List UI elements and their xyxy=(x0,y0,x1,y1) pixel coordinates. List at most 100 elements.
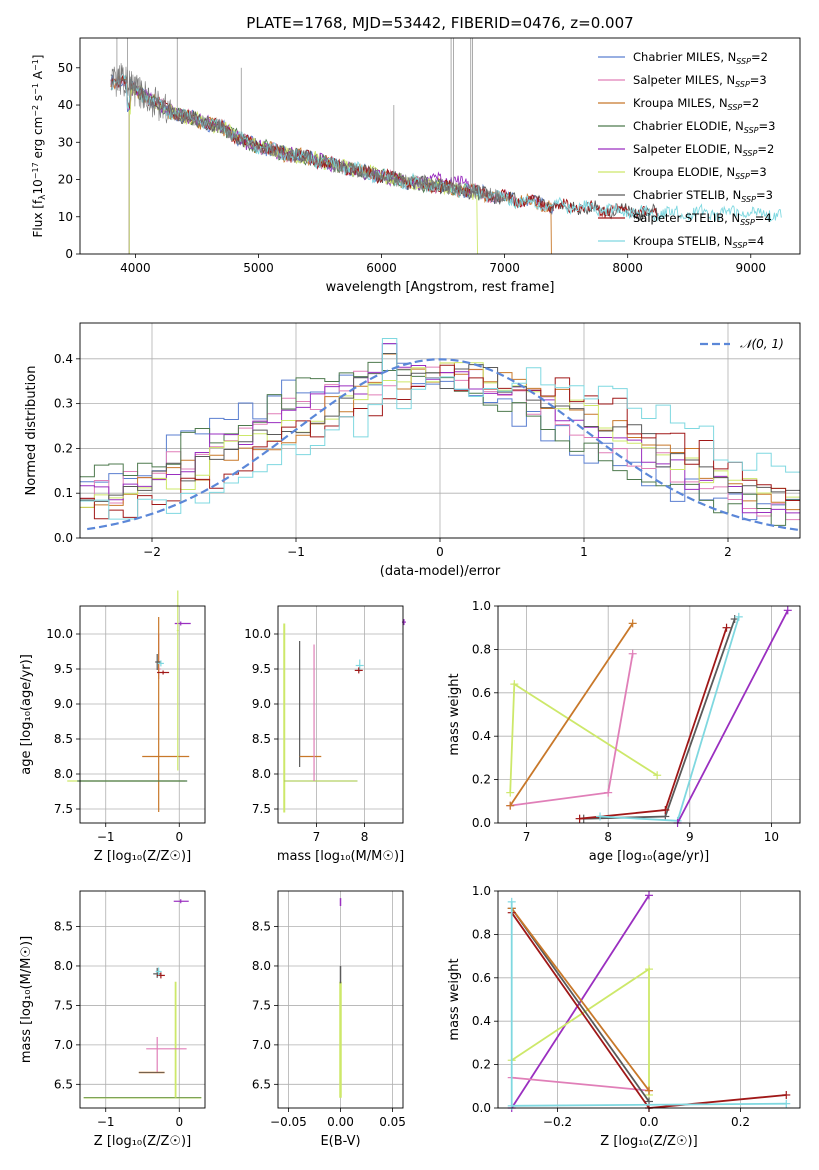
legend: Chabrier MILES, NSSP=2 Salpeter MILES, NS… xyxy=(598,50,775,250)
legend-label: Salpeter MILES, NSSP=3 xyxy=(633,73,767,89)
y-tick-label: 6.5 xyxy=(54,1077,73,1091)
legend-label: Kroupa MILES, NSSP=2 xyxy=(633,96,759,112)
axes-frame xyxy=(79,605,206,824)
y-tick-label: 0.2 xyxy=(472,1058,491,1072)
weight-line xyxy=(511,1076,650,1092)
y-tick-label: 10 xyxy=(58,210,73,224)
x-axis-label: age [log₁₀(age/yr)] xyxy=(589,849,710,864)
spectrum-panel: 4000 5000 6000 7000 8000 9000 0 10 20 30 40 50 wavel… xyxy=(31,37,801,295)
axes-frame xyxy=(277,605,404,824)
x-tick-label: 0 xyxy=(175,830,183,844)
y-tick-label: 0.0 xyxy=(472,816,491,830)
x-tick-label: −1 xyxy=(97,1115,115,1129)
legend-label: Salpeter ELODIE, NSSP=2 xyxy=(633,142,774,158)
plot-area xyxy=(506,606,792,827)
y-tick-label: 9.5 xyxy=(252,662,271,676)
y-tick-label: 40 xyxy=(58,98,73,112)
y-axis-label: Flux [fλ10−17 erg cm−2 s−1 A−1] xyxy=(31,55,48,238)
y-tick-label: 0.1 xyxy=(54,486,73,500)
grid xyxy=(80,606,205,823)
x-tick-label: 7 xyxy=(523,830,531,844)
y-tick-label: 8.0 xyxy=(54,959,73,973)
y-tick-label: 0.4 xyxy=(472,729,491,743)
x-tick-label: 0.00 xyxy=(327,1115,354,1129)
y-tick-label: 1.0 xyxy=(472,599,491,613)
x-tick-label: 7000 xyxy=(489,261,520,275)
y-tick-label: 0.0 xyxy=(54,531,73,545)
mass-vs-ebv-panel: −0.05 0.00 0.05 6.5 7.0 7.5 8.0 8.5 E(B-V) xyxy=(252,890,406,1149)
legend-label: Kroupa STELIB, NSSP=4 xyxy=(633,234,764,250)
y-axis-label: mass weight xyxy=(447,958,462,1040)
y-tick-label: 0.4 xyxy=(54,352,73,366)
grid xyxy=(80,891,205,1108)
y-tick-label: 8.0 xyxy=(54,767,73,781)
y-tick-label: 50 xyxy=(58,61,73,75)
axes-frame xyxy=(79,890,206,1109)
x-tick-label: 0.05 xyxy=(379,1115,406,1129)
y-tick-label: 8.5 xyxy=(252,920,271,934)
weight-line xyxy=(509,682,658,793)
ticks: −1 0 6.5 7.0 7.5 8.0 8.5 xyxy=(54,920,183,1129)
weight-line xyxy=(510,907,650,1092)
legend-label: Salpeter STELIB, NSSP=4 xyxy=(633,211,772,227)
y-tick-label: 0.0 xyxy=(472,1101,491,1115)
x-tick-label: 8 xyxy=(361,830,369,844)
y-tick-label: 9.0 xyxy=(54,697,73,711)
y-axis-label: age [log₁₀(age/yr)] xyxy=(19,654,34,775)
x-tick-label: −0.05 xyxy=(270,1115,307,1129)
model-line xyxy=(128,85,476,254)
age-vs-mass-panel: 7 8 7.5 8.0 8.5 9.0 9.5 10.0 mass [log₁₀(M/M☉)] xyxy=(244,605,406,864)
axes-frame xyxy=(497,890,801,1109)
y-tick-label: 6.5 xyxy=(252,1077,271,1091)
ticks: −1 0 7.5 8.0 8.5 9.0 9.5 10.0 xyxy=(46,627,183,844)
weight-line xyxy=(583,618,736,820)
ticks: −0.05 0.00 0.05 6.5 7.0 7.5 8.0 8.5 xyxy=(252,920,406,1129)
ticks: 7 8 7.5 8.0 8.5 9.0 9.5 10.0 xyxy=(244,627,368,844)
axes-frame xyxy=(277,890,404,1109)
y-tick-label: 0.6 xyxy=(472,686,491,700)
plot-area xyxy=(83,899,202,1099)
y-tick-label: 30 xyxy=(58,135,73,149)
x-axis-label: wavelength [Angstrom, rest frame] xyxy=(326,280,555,295)
y-tick-label: 8.0 xyxy=(252,767,271,781)
residual-histogram xyxy=(80,364,800,520)
x-tick-label: 9 xyxy=(686,830,694,844)
legend-label: 𝒩(0, 1) xyxy=(740,337,784,351)
y-tick-label: 1.0 xyxy=(472,884,491,898)
x-tick-label: 0 xyxy=(175,1115,183,1129)
normal-curve xyxy=(87,358,801,532)
weight-line xyxy=(676,609,789,824)
y-tick-label: 9.5 xyxy=(54,662,73,676)
x-axis-label: Z [log₁₀(Z/Z☉)] xyxy=(94,849,191,864)
legend-label: Kroupa ELODIE, NSSP=3 xyxy=(633,165,767,181)
ticks: 7 8 9 10 0.0 0.2 0.4 0.6 0.8 1.0 xyxy=(472,599,779,844)
residual-histogram xyxy=(80,338,800,520)
y-tick-label: 10.0 xyxy=(46,627,73,641)
legend-label: Chabrier STELIB, NSSP=3 xyxy=(633,188,773,204)
mass-vs-metallicity-panel: −1 0 6.5 7.0 7.5 8.0 8.5 Z [log₁₀(Z/Z☉)] mass [l… xyxy=(19,890,206,1149)
y-tick-label: 0.4 xyxy=(472,1014,491,1028)
y-tick-label: 0.2 xyxy=(472,773,491,787)
x-tick-label: 5000 xyxy=(243,261,274,275)
y-tick-label: 8.5 xyxy=(252,732,271,746)
y-tick-label: 8.5 xyxy=(54,732,73,746)
plot-area xyxy=(80,338,801,532)
y-tick-label: 0.8 xyxy=(472,642,491,656)
y-tick-label: 10.0 xyxy=(244,627,271,641)
model-line xyxy=(110,74,659,219)
grid xyxy=(498,605,800,824)
x-tick-label: 10 xyxy=(764,830,779,844)
x-tick-label: −2 xyxy=(143,545,161,559)
y-tick-label: 7.5 xyxy=(252,802,271,816)
x-tick-label: 0 xyxy=(436,545,444,559)
x-axis-label: Z [log₁₀(Z/Z☉)] xyxy=(94,1134,191,1149)
y-axis-label: mass [log₁₀(M/M☉)] xyxy=(19,936,34,1063)
plot-area xyxy=(283,619,406,813)
y-tick-label: 0.3 xyxy=(54,397,73,411)
weight-line xyxy=(510,653,634,807)
weight-vs-metallicity-panel: −0.2 0.0 0.2 0.0 0.2 0.4 0.6 0.8 1.0 Z [log₁₀(Z/Z… xyxy=(447,884,801,1149)
x-axis-label: Z [log₁₀(Z/Z☉)] xyxy=(600,1134,697,1149)
grid xyxy=(278,606,403,823)
x-tick-label: −1 xyxy=(287,545,305,559)
age-vs-metallicity-panel: −1 0 7.5 8.0 8.5 9.0 9.5 10.0 Z [log₁₀(Z/Z☉)] age… xyxy=(19,590,206,864)
